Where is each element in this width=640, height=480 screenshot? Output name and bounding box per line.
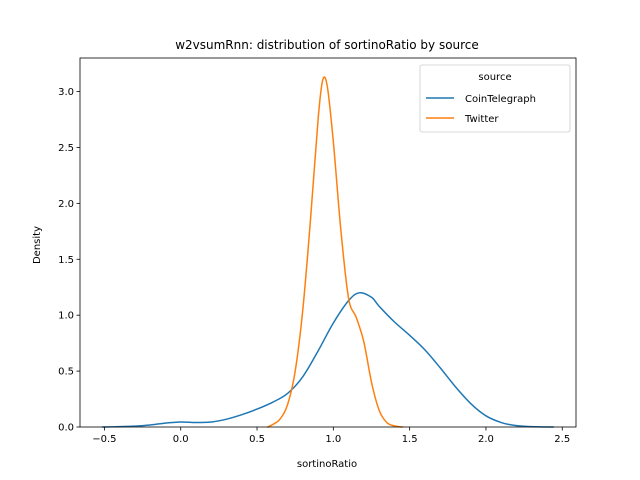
series-line-twitter [266,76,403,429]
y-tick-label: 2.5 [58,143,74,154]
y-tick-label: 0.5 [58,367,74,378]
legend-title: source [478,72,511,83]
plot-frame [79,57,577,428]
x-tick-label: 0.5 [249,434,265,445]
x-tick-label: 1.0 [325,434,341,445]
y-axis-ticks: 0.0 0.5 1.0 1.5 2.0 2.5 3.0 [58,87,80,434]
y-tick-label: 1.0 [58,311,74,322]
x-axis-ticks: −0.5 0.0 0.5 1.0 1.5 2.0 2.5 [92,427,570,445]
y-axis-label: Density [32,226,43,264]
series-line-cointelegraph [102,292,554,428]
y-tick-label: 0.0 [58,423,74,434]
legend: source CoinTelegraph Twitter [419,64,571,133]
x-tick-label: 2.5 [554,434,570,445]
plot-lines [102,76,554,429]
y-tick-label: 2.0 [58,199,74,210]
legend-label-cointelegraph: CoinTelegraph [465,94,536,105]
legend-items: CoinTelegraph Twitter [426,94,536,125]
chart-title: w2vsumRnn: distribution of sortinoRatio … [175,38,479,52]
y-tick-label: 3.0 [58,87,74,98]
x-axis-label: sortinoRatio [297,459,357,470]
y-tick-label: 1.5 [58,255,74,266]
x-tick-label: 0.0 [173,434,189,445]
x-tick-label: 2.0 [478,434,494,445]
legend-box [419,64,571,133]
x-tick-label: −0.5 [92,434,116,445]
legend-label-twitter: Twitter [464,114,499,125]
x-tick-label: 1.5 [402,434,418,445]
